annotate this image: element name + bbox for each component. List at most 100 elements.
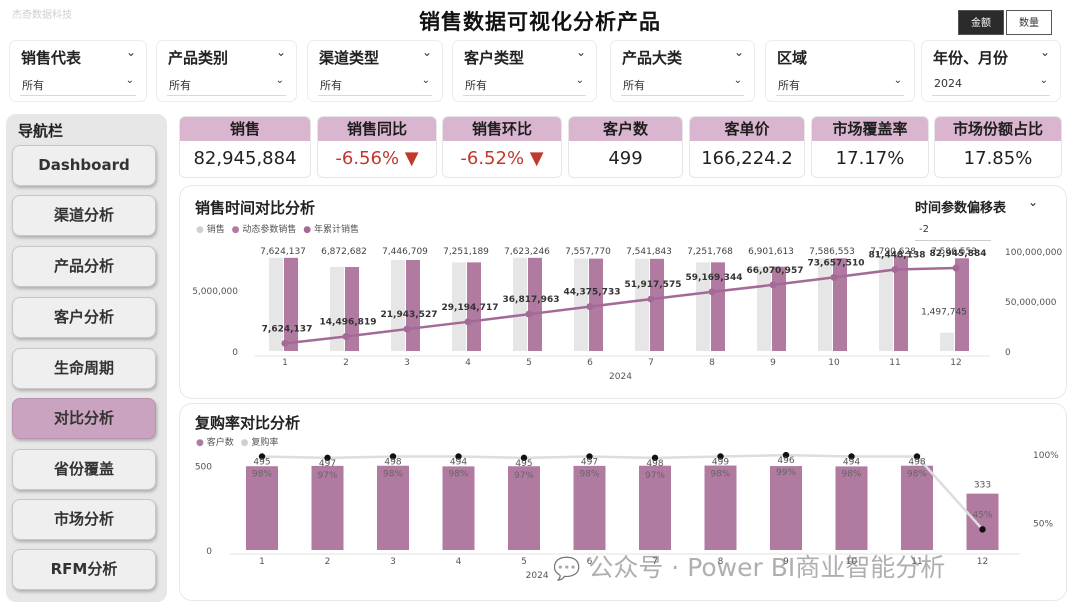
- wechat-watermark: 💬 公众号 · Power BI商业智能分析: [553, 548, 945, 584]
- filter-select[interactable]: 所有 ⌄: [167, 74, 286, 96]
- y-tick-label: 0: [232, 348, 238, 358]
- nav-item-product[interactable]: 产品分析: [12, 246, 156, 287]
- filter-select[interactable]: 所有 ⌄: [20, 74, 136, 96]
- filter-region[interactable]: 区域 所有 ⌄: [766, 41, 914, 101]
- kpi-label: 市场覆盖率: [812, 117, 928, 141]
- repurchase-rate-point: [979, 526, 986, 533]
- legend-dot-icon: ●: [303, 225, 312, 235]
- kpi-avg-order-value: 客单价 166,224.2: [690, 117, 804, 177]
- customer-count-bar: [770, 466, 802, 550]
- kpi-value: 82,945,884: [193, 148, 297, 169]
- dynamic-sales-bar: [345, 267, 359, 351]
- repurchase-rate-point: [455, 453, 462, 460]
- dynamic-sales-bar: [406, 259, 420, 351]
- repurchase-rate-point: [324, 454, 331, 462]
- bar-data-label: 7,541,843: [626, 247, 672, 257]
- filter-value: 所有: [465, 79, 487, 92]
- chevron-down-icon[interactable]: ⌄: [125, 45, 136, 59]
- sales-bar: [696, 262, 710, 351]
- x-tick-label: 12: [977, 557, 988, 567]
- filter-sales-rep[interactable]: 销售代表 ⌄ 所有 ⌄: [10, 41, 146, 101]
- sales-bar: [757, 266, 771, 351]
- x-tick-label: 11: [911, 557, 922, 567]
- rate-data-label: 98%: [383, 470, 403, 480]
- quantity-toggle-button[interactable]: 数量: [1006, 10, 1052, 35]
- customer-count-bar: [966, 493, 999, 550]
- filter-select[interactable]: 所有 ⌄: [318, 74, 432, 96]
- customer-count-bar: [377, 465, 409, 550]
- filter-customer-type[interactable]: 客户类型 ⌄ 所有 ⌄: [453, 41, 596, 101]
- time-offset-param-input[interactable]: -2: [915, 222, 991, 241]
- cumulative-point: [647, 295, 655, 303]
- filter-select[interactable]: 所有 ⌄: [621, 74, 744, 96]
- filter-select[interactable]: 2024 ⌄: [932, 74, 1050, 96]
- nav-item-rfm[interactable]: RFM分析: [12, 549, 156, 590]
- amount-toggle-button[interactable]: 金额: [958, 10, 1004, 35]
- customer-count-bar: [311, 465, 344, 550]
- bar-data-label: 6,901,613: [748, 247, 794, 257]
- bar-data-label: 7,790,628: [870, 247, 916, 257]
- line-data-label: 36,817,963: [503, 295, 560, 305]
- cumulative-point: [891, 266, 899, 274]
- y-tick-label: 500: [195, 462, 212, 472]
- x-tick-label: 9: [783, 557, 789, 567]
- filter-year-month[interactable]: 年份、月份 ⌄ 2024 ⌄: [922, 41, 1060, 101]
- line-data-label: 59,169,344: [686, 273, 743, 283]
- page-title: 销售数据可视化分析产品: [419, 10, 661, 34]
- line-data-label: 51,917,575: [625, 280, 682, 290]
- bar-data-label: 6,872,682: [321, 247, 367, 257]
- y2-tick-label: 50,000,000: [1005, 298, 1057, 308]
- rate-data-label: 98%: [448, 470, 468, 480]
- nav-item-province[interactable]: 省份覆盖: [12, 449, 156, 490]
- nav-item-customer[interactable]: 客户分析: [12, 297, 156, 338]
- bar-data-label: 7,624,137: [260, 247, 306, 257]
- nav-item-lifecycle[interactable]: 生命周期: [12, 348, 156, 389]
- filter-value: 所有: [22, 79, 44, 92]
- kpi-label: 市场份额占比: [935, 117, 1061, 141]
- filter-select[interactable]: 所有 ⌄: [776, 74, 904, 96]
- chevron-down-icon[interactable]: ⌄: [421, 45, 432, 59]
- repurchase-rate-point: [913, 453, 921, 460]
- filter-value: 所有: [169, 79, 191, 92]
- dynamic-sales-bar: [711, 262, 725, 351]
- legend-item: 销售: [206, 225, 225, 235]
- chevron-down-icon[interactable]: ⌄: [733, 45, 744, 59]
- cumulative-point: [769, 281, 777, 289]
- cumulative-point: [586, 303, 594, 311]
- nav-item-channel[interactable]: 渠道分析: [12, 195, 156, 236]
- x-tick-label: 9: [770, 358, 776, 368]
- sales-bar: [391, 259, 405, 351]
- kpi-label: 销售: [180, 117, 310, 141]
- line-data-label: 82,945,884: [930, 249, 987, 259]
- filter-channel-type[interactable]: 渠道类型 ⌄ 所有 ⌄: [308, 41, 442, 101]
- nav-item-market[interactable]: 市场分析: [12, 499, 156, 540]
- rate-data-label: 98%: [252, 470, 272, 480]
- chevron-down-icon[interactable]: ⌄: [1039, 45, 1050, 59]
- repurchase-rate-point: [717, 453, 724, 460]
- legend-dot-icon: ●: [196, 225, 204, 235]
- customer-count-bar: [704, 465, 737, 550]
- bar-data-label: 497: [319, 459, 336, 469]
- x-tick-label: 12: [950, 358, 961, 368]
- chevron-down-icon[interactable]: ⌄: [1028, 195, 1039, 209]
- chevron-down-icon[interactable]: ⌄: [275, 45, 286, 59]
- chevron-down-icon: ⌄: [575, 75, 584, 86]
- customer-count-bar: [442, 466, 475, 550]
- filter-label: 客户类型: [464, 49, 525, 67]
- dynamic-sales-bar: [833, 258, 847, 351]
- dynamic-sales-bar: [284, 257, 298, 351]
- nav-item-dashboard[interactable]: Dashboard: [12, 145, 156, 186]
- y2-tick-label: 50%: [1033, 520, 1053, 530]
- nav-item-comparison[interactable]: 对比分析: [12, 398, 156, 439]
- line-data-label: 73,657,510: [808, 258, 865, 268]
- filter-product-group[interactable]: 产品大类 ⌄ 所有 ⌄: [611, 41, 754, 101]
- rate-data-label: 97%: [514, 471, 534, 481]
- sales-chart-card: [180, 186, 1066, 398]
- x-tick-label: 2: [325, 557, 331, 567]
- rate-data-label: 97%: [645, 471, 665, 481]
- chevron-down-icon[interactable]: ⌄: [575, 45, 586, 59]
- x-tick-label: 1: [282, 358, 288, 368]
- filter-value: 所有: [623, 79, 645, 92]
- filter-product-category[interactable]: 产品类别 ⌄ 所有 ⌄: [157, 41, 296, 101]
- filter-select[interactable]: 所有 ⌄: [463, 74, 586, 96]
